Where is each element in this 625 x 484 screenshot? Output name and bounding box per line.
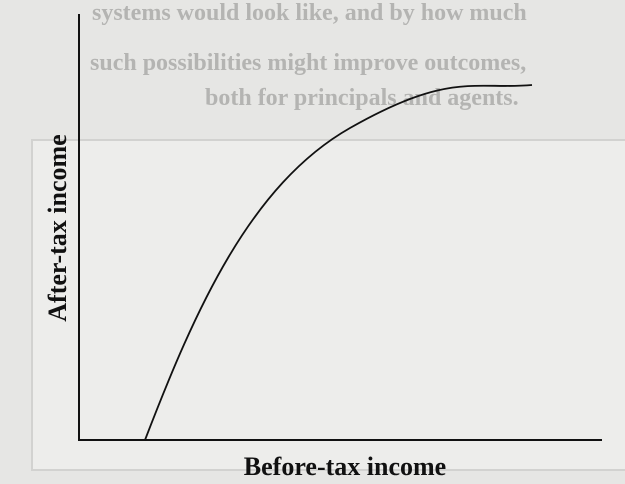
faint-line: both for principals and agents. — [205, 85, 519, 111]
y-axis-label: After-tax income — [43, 134, 72, 321]
income-curve — [144, 84, 533, 441]
faint-line: such possibilities might improve outcome… — [90, 50, 526, 76]
x-axis-label: Before-tax income — [244, 452, 446, 481]
faint-line: systems would look like, and by how much — [92, 0, 527, 26]
bleed-box — [31, 139, 625, 471]
